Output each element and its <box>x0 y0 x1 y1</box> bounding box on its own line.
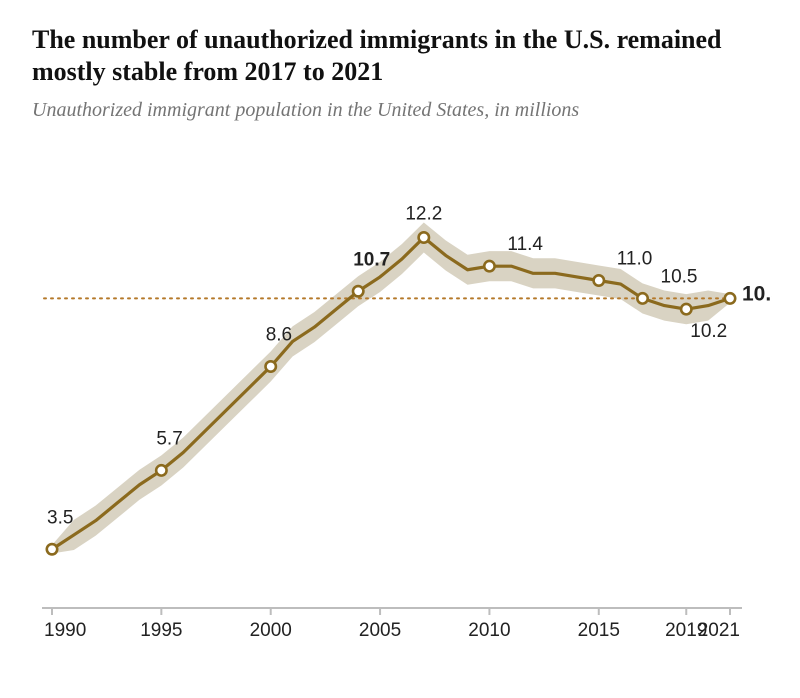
chart-subtitle: Unauthorized immigrant population in the… <box>32 97 772 123</box>
data-marker <box>419 233 429 243</box>
x-axis-label: 1990 <box>44 620 86 641</box>
value-label: 10.5 <box>742 283 772 306</box>
value-label: 12.2 <box>405 204 442 225</box>
chart-title: The number of unauthorized immigrants in… <box>32 24 752 87</box>
chart-card: The number of unauthorized immigrants in… <box>0 0 800 698</box>
chart-svg: 199019952000200520102015201920213.55.78.… <box>32 133 772 653</box>
data-marker <box>594 276 604 286</box>
data-marker <box>47 544 57 554</box>
data-marker <box>725 294 735 304</box>
value-label: 11.4 <box>507 235 543 256</box>
x-axis-label: 2005 <box>359 620 401 641</box>
x-axis-label: 2015 <box>578 620 620 641</box>
data-marker <box>266 362 276 372</box>
data-marker <box>681 304 691 314</box>
value-label: 10.2 <box>690 322 727 343</box>
chart-plot-area: 199019952000200520102015201920213.55.78.… <box>32 133 772 643</box>
uncertainty-band <box>52 223 730 554</box>
value-label: 3.5 <box>47 508 73 529</box>
x-axis-label: 2021 <box>698 620 740 641</box>
value-label: 5.7 <box>156 429 182 450</box>
value-label: 10.5 <box>661 267 698 288</box>
data-marker <box>484 261 494 271</box>
x-axis-label: 1995 <box>140 620 182 641</box>
data-marker <box>637 294 647 304</box>
value-label: 10.7 <box>353 250 390 271</box>
value-label: 8.6 <box>266 325 292 346</box>
x-axis-label: 2000 <box>250 620 292 641</box>
value-label: 11.0 <box>617 249 653 270</box>
x-axis-label: 2010 <box>468 620 510 641</box>
data-marker <box>156 466 166 476</box>
data-marker <box>353 286 363 296</box>
